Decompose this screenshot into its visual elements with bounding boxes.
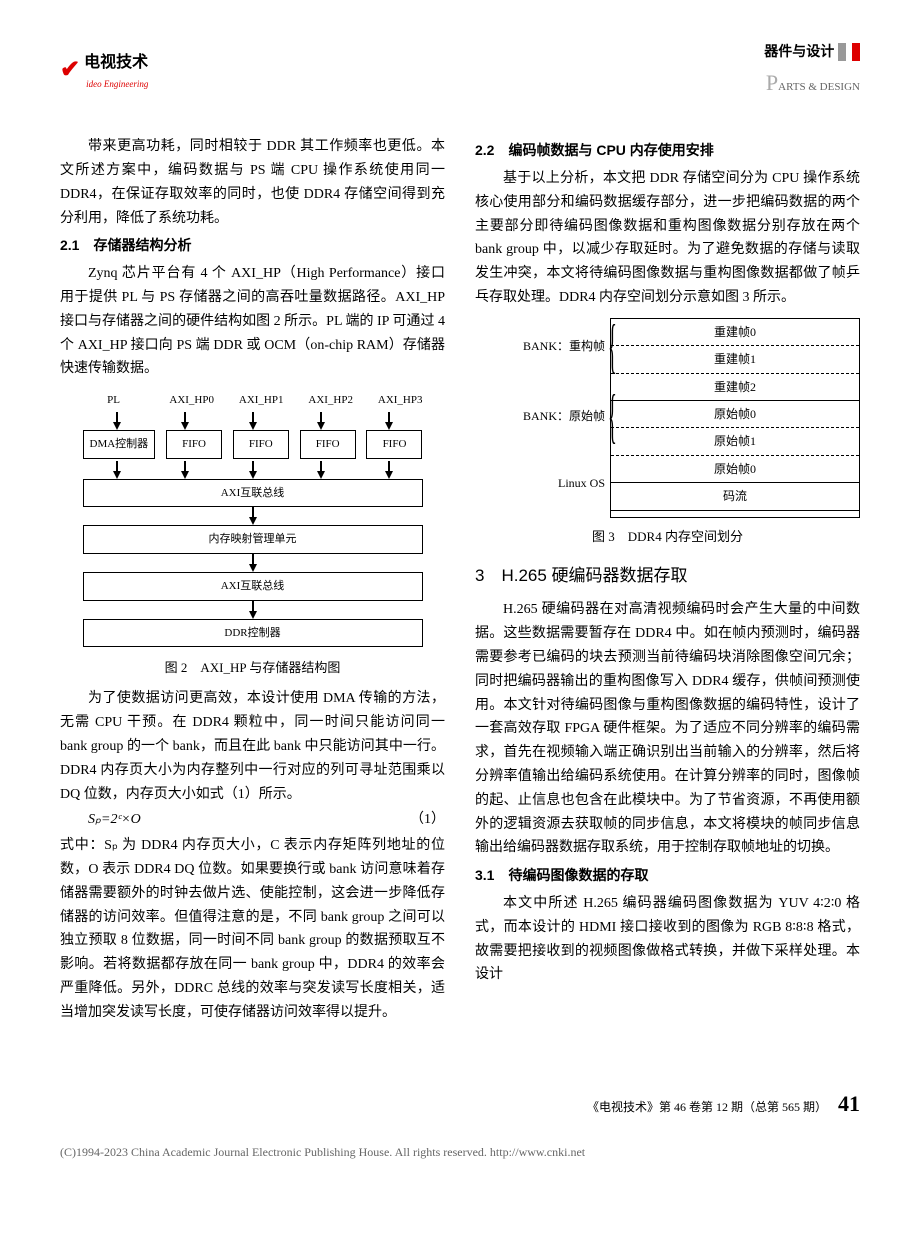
fig3-label: BANK：原始帧 [510,406,605,426]
figure-2: PL AXI_HP0 AXI_HP1 AXI_HP2 AXI_HP3 DMA控制… [83,391,423,647]
fig2-box: DDR控制器 [83,619,423,648]
copyright-line: (C)1994-2023 China Academic Journal Elec… [0,1122,920,1182]
figure-3: BANK：重构帧 { BANK：原始帧 { Linux OS 重建帧0 重建帧1… [520,318,860,518]
heading-2-2: 2.2 编码帧数据与 CPU 内存使用安排 [475,139,860,163]
body-text: Zynq 芯片平台有 4 个 AXI_HP（High Performance）接… [60,262,445,381]
fig3-label: Linux OS [510,473,605,493]
brace-icon: { [608,316,617,376]
page-footer: 《电视技术》第 46 卷第 12 期（总第 565 期） 41 [0,1085,920,1122]
fig2-row1: DMA控制器 FIFO FIFO FIFO FIFO [83,430,423,459]
fig2-box: 内存映射管理单元 [83,525,423,554]
section-label: 器件与设计 PARTS & DESIGN [764,40,860,101]
logo-icon: ✔ [60,50,80,91]
equation-1: Sₚ=2ᶜ×O （1） [60,808,445,832]
content-columns: 带来更高功耗，同时相较于 DDR 其工作频率也更低。本文所述方案中，编码数据与 … [60,135,860,1024]
page: ✔ 电视技术 ideo Engineering 器件与设计 PARTS & DE… [0,0,920,1045]
bar-icon [838,43,846,61]
fig2-box: AXI互联总线 [83,572,423,601]
body-text: 带来更高功耗，同时相较于 DDR 其工作频率也更低。本文所述方案中，编码数据与 … [60,135,445,230]
bar-icon [852,43,860,61]
body-text: 式中：Sₚ 为 DDR4 内存页大小，C 表示内存矩阵列地址的位数，O 表示 D… [60,834,445,1024]
fig2-arrows [83,412,423,430]
journal-info: 《电视技术》第 46 卷第 12 期（总第 565 期） [587,1100,827,1114]
body-text: 本文中所述 H.265 编码器编码图像数据为 YUV 4∶2∶0 格式，而本设计… [475,892,860,987]
logo-text: 电视技术 [84,49,148,76]
right-column: 2.2 编码帧数据与 CPU 内存使用安排 基于以上分析，本文把 DDR 存储空… [475,135,860,1024]
fig2-labels: PL AXI_HP0 AXI_HP1 AXI_HP2 AXI_HP3 [83,391,423,410]
fig2-arrows [83,461,423,479]
left-column: 带来更高功耗，同时相较于 DDR 其工作频率也更低。本文所述方案中，编码数据与 … [60,135,445,1024]
logo-subtitle: ideo Engineering [86,77,148,92]
heading-2-1: 2.1 存储器结构分析 [60,234,445,258]
section-en: PARTS & DESIGN [764,64,860,101]
brace-icon: { [608,386,617,446]
body-text: 基于以上分析，本文把 DDR 存储空间分为 CPU 操作系统核心使用部分和编码数… [475,167,860,310]
journal-logo: ✔ 电视技术 ideo Engineering [60,49,148,91]
body-text: H.265 硬编码器在对高清视频编码时会产生大量的中间数据。这些数据需要暂存在 … [475,598,860,860]
page-header: ✔ 电视技术 ideo Engineering 器件与设计 PARTS & DE… [60,40,860,105]
body-text: 为了使数据访问更高效，本设计使用 DMA 传输的方法，无需 CPU 干预。在 D… [60,687,445,806]
figure-3-caption: 图 3 DDR4 内存空间划分 [475,526,860,548]
page-number: 41 [838,1091,860,1116]
section-cn: 器件与设计 [764,40,860,64]
figure-2-caption: 图 2 AXI_HP 与存储器结构图 [60,657,445,679]
heading-3-1: 3.1 待编码图像数据的存取 [475,864,860,888]
fig2-box: AXI互联总线 [83,479,423,508]
heading-3: 3 H.265 硬编码器数据存取 [475,562,860,591]
fig3-block: 重建帧0 重建帧1 重建帧2 原始帧0 原始帧1 原始帧0 码流 [610,318,860,518]
fig3-label: BANK：重构帧 [510,336,605,356]
